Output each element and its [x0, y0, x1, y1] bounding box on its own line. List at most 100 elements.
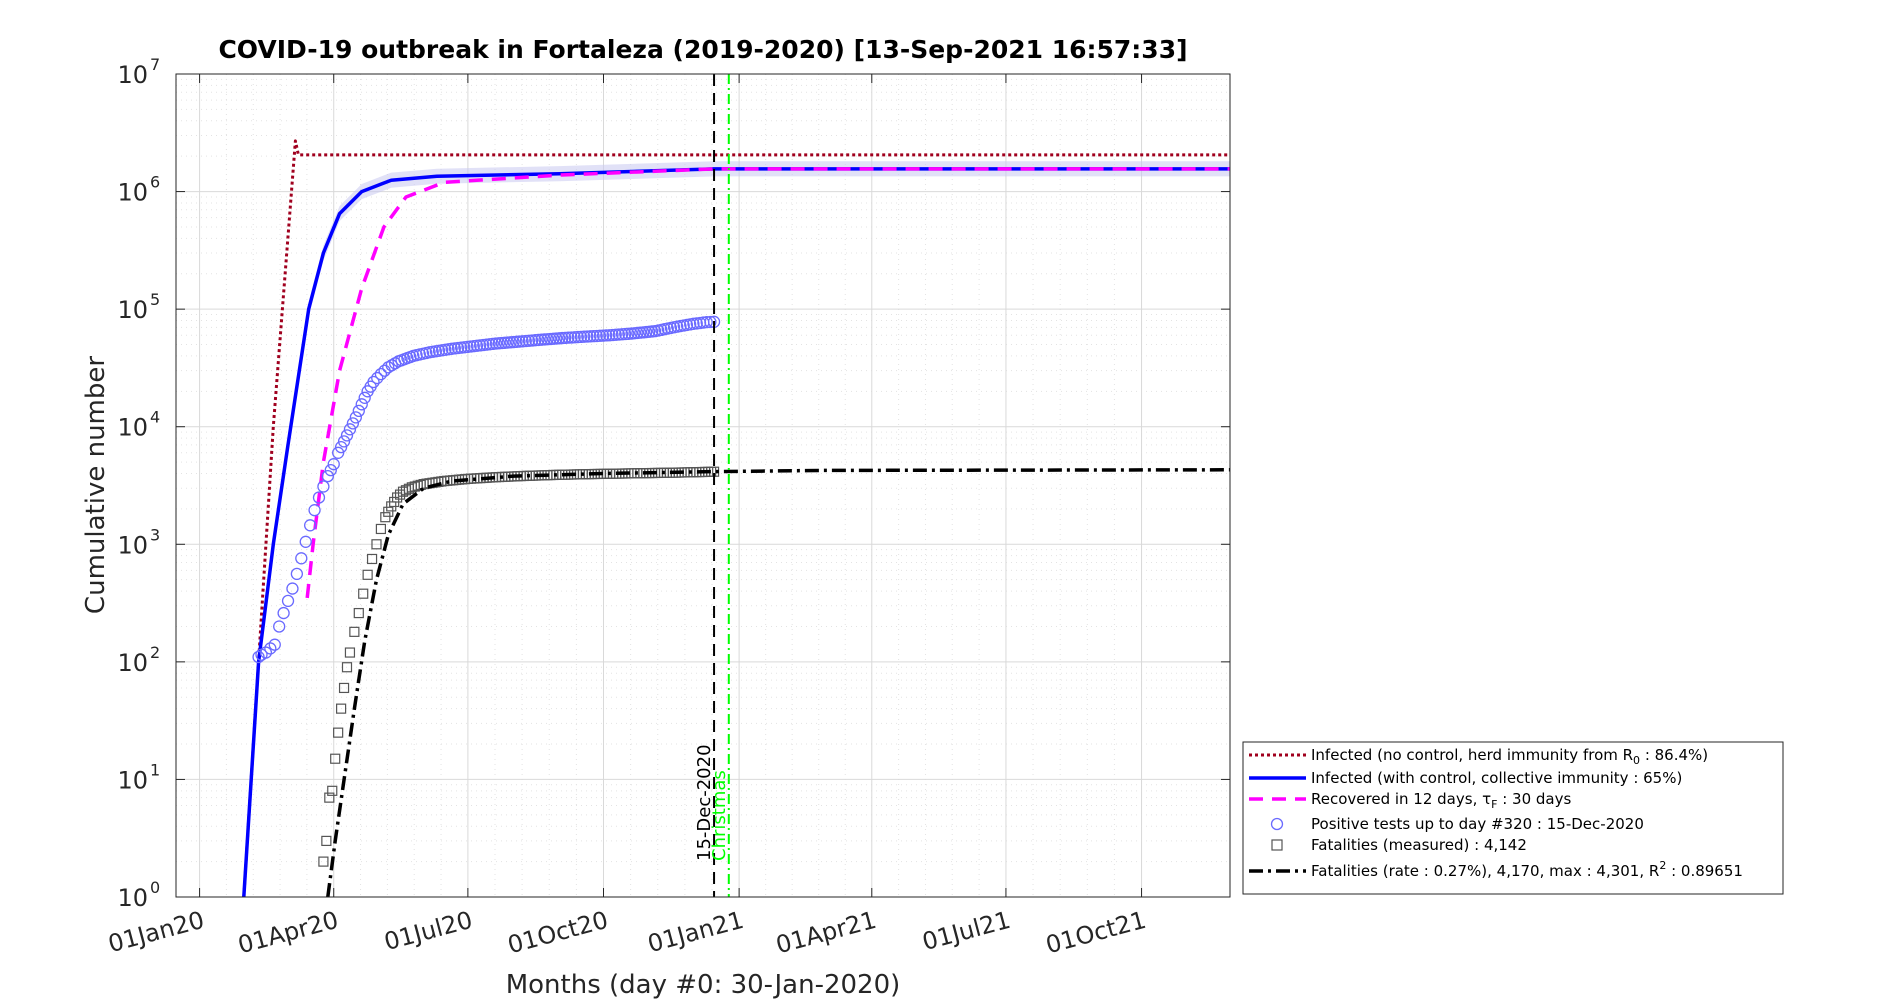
- legend-label: Recovered in 12 days, τF : 30 days: [1311, 790, 1572, 811]
- data-point: [277, 606, 290, 620]
- y-tick-label: 10: [117, 414, 148, 442]
- data-point: [308, 504, 321, 517]
- data-point: [358, 588, 369, 599]
- series-layer: [242, 139, 1230, 897]
- x-tick-label: 01Oct20: [505, 906, 611, 960]
- legend-swatch-square: [1271, 839, 1283, 851]
- data-point: [358, 391, 371, 404]
- data-point: [593, 329, 607, 342]
- data-point: [327, 785, 338, 796]
- data-point: [383, 506, 394, 517]
- series-line-0: [242, 139, 1230, 897]
- legend-label: Infected (no control, herd immunity from…: [1311, 746, 1708, 767]
- data-point: [346, 417, 360, 430]
- data-point: [374, 367, 388, 381]
- y-tick-exponent: 3: [150, 525, 160, 544]
- data-point: [317, 480, 330, 493]
- legend-label: Infected (with control, collective immun…: [1311, 769, 1682, 787]
- reference-line-label: 15-Dec-2020: [694, 744, 715, 861]
- y-tick-exponent: 6: [150, 173, 160, 192]
- data-point: [252, 650, 265, 664]
- data-point: [371, 371, 384, 385]
- x-tick-label: 01Jan20: [105, 906, 207, 958]
- data-point: [581, 330, 594, 343]
- legend-label: Fatalities (measured) : 4,142: [1311, 836, 1527, 854]
- data-point: [596, 329, 610, 342]
- data-point: [324, 464, 337, 477]
- data-point: [273, 620, 286, 633]
- legend: Infected (no control, herd immunity from…: [1242, 741, 1784, 895]
- x-tick-label: 01Apr20: [235, 906, 341, 960]
- series-line-5: [326, 468, 1230, 897]
- data-point: [362, 569, 373, 580]
- data-point: [264, 642, 277, 655]
- x-tick-label: 01Apr21: [773, 906, 879, 960]
- legend-box: [1242, 741, 1784, 895]
- data-point: [321, 469, 334, 483]
- legend-label: Positive tests up to day #320 : 15-Dec-2…: [1311, 815, 1644, 833]
- data-point: [312, 491, 326, 504]
- data-point: [352, 404, 365, 418]
- series-line-2: [305, 167, 1230, 599]
- data-point: [565, 331, 578, 344]
- data-point: [259, 646, 273, 659]
- y-tick-label: 10: [117, 884, 148, 912]
- data-point: [337, 435, 351, 448]
- y-tick-exponent: 0: [150, 878, 160, 897]
- x-tick-label: 01Jul20: [381, 906, 475, 956]
- data-point: [590, 329, 603, 343]
- data-point: [318, 856, 329, 867]
- data-point: [295, 552, 308, 565]
- data-point: [333, 727, 344, 738]
- y-tick-label: 10: [117, 296, 148, 324]
- y-tick-label: 10: [117, 179, 148, 207]
- y-tick-label: 10: [117, 766, 148, 794]
- data-point: [334, 440, 348, 454]
- y-axis-label: Cumulative number: [81, 356, 111, 614]
- data-point: [336, 703, 347, 714]
- data-point: [338, 682, 350, 694]
- y-tick-label: 10: [117, 61, 148, 89]
- data-point: [281, 594, 295, 608]
- data-point: [330, 753, 341, 764]
- data-point: [344, 647, 356, 658]
- data-point: [574, 330, 588, 344]
- data-point: [355, 398, 368, 411]
- y-tick-exponent: 2: [150, 643, 160, 662]
- data-point: [366, 553, 378, 565]
- data-point: [700, 316, 713, 329]
- data-point: [324, 792, 335, 803]
- data-point: [349, 411, 362, 424]
- x-tick-label: 01Oct21: [1043, 906, 1149, 960]
- data-point: [562, 331, 575, 344]
- data-point: [559, 331, 572, 344]
- y-tick-exponent: 5: [150, 290, 160, 309]
- y-tick-label: 10: [117, 649, 148, 677]
- y-tick-exponent: 4: [150, 408, 160, 427]
- data-point: [299, 535, 312, 548]
- data-point: [327, 458, 340, 471]
- x-tick-label: 01Jul21: [919, 906, 1013, 956]
- data-point: [568, 331, 581, 344]
- data-point: [587, 329, 600, 343]
- data-point: [286, 582, 299, 595]
- legend-swatch-circle: [1270, 817, 1284, 831]
- data-point: [600, 329, 613, 342]
- data-point: [290, 567, 304, 581]
- data-point: [341, 662, 353, 673]
- plot-background: [176, 74, 1230, 897]
- data-point: [375, 523, 387, 535]
- plot-frame: [175, 73, 1231, 898]
- chart-title: COVID-19 outbreak in Fortaleza (2019-202…: [218, 35, 1187, 64]
- data-point: [367, 375, 380, 389]
- x-axis-label: Months (day #0: 30-Jan-2020): [506, 970, 901, 1000]
- data-point: [353, 607, 364, 619]
- y-tick-exponent: 1: [150, 760, 160, 779]
- data-point: [340, 429, 354, 442]
- data-point: [332, 446, 345, 459]
- data-point: [371, 539, 382, 550]
- y-tick-exponent: 7: [150, 55, 160, 74]
- x-tick-label: 01Jan21: [645, 906, 747, 958]
